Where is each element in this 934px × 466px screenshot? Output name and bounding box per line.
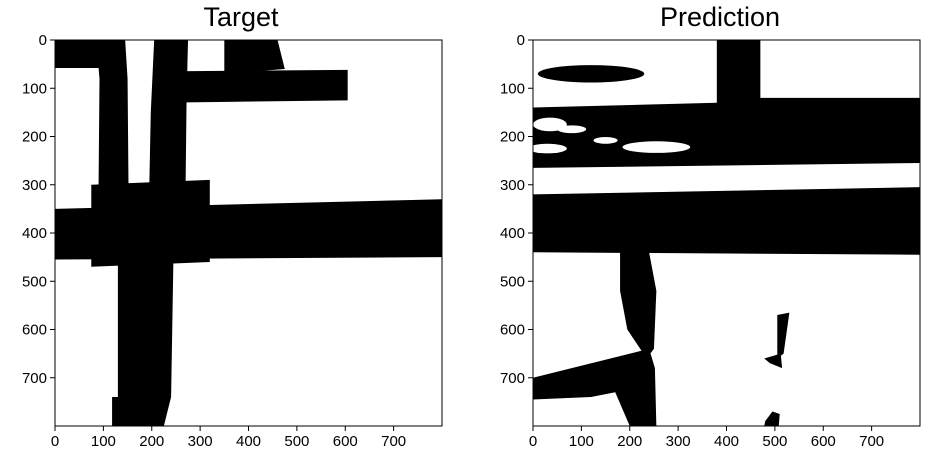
prediction-y-tick-label-5: 500 bbox=[500, 273, 525, 290]
target-mask bbox=[55, 40, 442, 426]
prediction-x-tick-label-5: 500 bbox=[762, 433, 787, 450]
prediction-x-tick-label-1: 100 bbox=[569, 433, 594, 450]
target-region-1 bbox=[96, 40, 129, 190]
target-x-tick-label-4: 400 bbox=[236, 433, 261, 450]
prediction-x-tick-label-3: 300 bbox=[666, 433, 691, 450]
prediction-panel: Prediction 0 100 200 300 400 500 600 700 0 100 200… bbox=[500, 2, 921, 450]
target-x-tick-label-3: 300 bbox=[188, 433, 213, 450]
target-panel: Target 0 100 200 300 400 500 600 700 0 100 200 300 4… bbox=[22, 2, 443, 450]
prediction-region-6 bbox=[764, 353, 783, 369]
prediction-x-tick-label-0: 0 bbox=[529, 433, 537, 450]
prediction-title: Prediction bbox=[660, 2, 780, 32]
target-axes: 0 100 200 300 400 500 600 700 0 100 200 300 400 500 60… bbox=[22, 32, 406, 450]
prediction-region-0 bbox=[537, 65, 645, 83]
target-x-tick-label-5: 500 bbox=[284, 433, 309, 450]
prediction-mask bbox=[533, 40, 920, 426]
prediction-x-tick-label-6: 600 bbox=[811, 433, 836, 450]
target-x-tick-label-0: 0 bbox=[51, 433, 59, 450]
prediction-y-tick-label-7: 700 bbox=[500, 370, 525, 387]
prediction-y-tick-label-6: 600 bbox=[500, 322, 525, 339]
target-x-tick-label-7: 700 bbox=[381, 433, 406, 450]
target-y-tick-label-3: 300 bbox=[22, 177, 47, 194]
target-y-tick-label-0: 0 bbox=[39, 32, 47, 49]
target-y-tick-label-6: 600 bbox=[22, 322, 47, 339]
prediction-region-2 bbox=[533, 187, 920, 255]
target-x-tick-label-2: 200 bbox=[139, 433, 164, 450]
prediction-region-5 bbox=[777, 312, 790, 359]
target-y-tick-label-4: 400 bbox=[22, 225, 47, 242]
prediction-x-tick-label-4: 400 bbox=[714, 433, 739, 450]
prediction-y-tick-label-4: 400 bbox=[500, 225, 525, 242]
target-x-tick-label-6: 600 bbox=[333, 433, 358, 450]
target-y-tick-label-5: 500 bbox=[22, 273, 47, 290]
prediction-y-tick-label-1: 100 bbox=[500, 80, 525, 97]
target-region-3 bbox=[159, 69, 348, 103]
prediction-axes: 0 100 200 300 400 500 600 700 0 100 200 300 400 500 60… bbox=[500, 32, 884, 450]
target-y-tick-label-7: 700 bbox=[22, 370, 47, 387]
target-region-8 bbox=[112, 397, 123, 426]
prediction-y-tick-label-3: 300 bbox=[500, 177, 525, 194]
prediction-region-4 bbox=[533, 348, 657, 426]
target-title: Target bbox=[203, 2, 279, 32]
target-region-6 bbox=[91, 179, 210, 267]
target-region-7 bbox=[117, 252, 174, 426]
prediction-y-tick-label-0: 0 bbox=[517, 32, 525, 49]
prediction-region-1 bbox=[533, 40, 920, 168]
prediction-hole-3 bbox=[593, 136, 618, 144]
prediction-x-tick-label-7: 700 bbox=[859, 433, 884, 450]
prediction-hole-2 bbox=[533, 143, 567, 154]
prediction-y-tick-label-2: 200 bbox=[500, 129, 525, 146]
prediction-region-7 bbox=[764, 411, 780, 426]
target-region-4 bbox=[224, 40, 285, 74]
target-region-2 bbox=[149, 40, 189, 185]
target-x-tick-label-1: 100 bbox=[91, 433, 116, 450]
target-y-tick-label-1: 100 bbox=[22, 80, 47, 97]
prediction-x-tick-label-2: 200 bbox=[617, 433, 642, 450]
prediction-region-3 bbox=[620, 252, 657, 359]
prediction-hole-1 bbox=[557, 125, 587, 134]
target-y-tick-label-2: 200 bbox=[22, 129, 47, 146]
prediction-hole-4 bbox=[622, 141, 691, 153]
